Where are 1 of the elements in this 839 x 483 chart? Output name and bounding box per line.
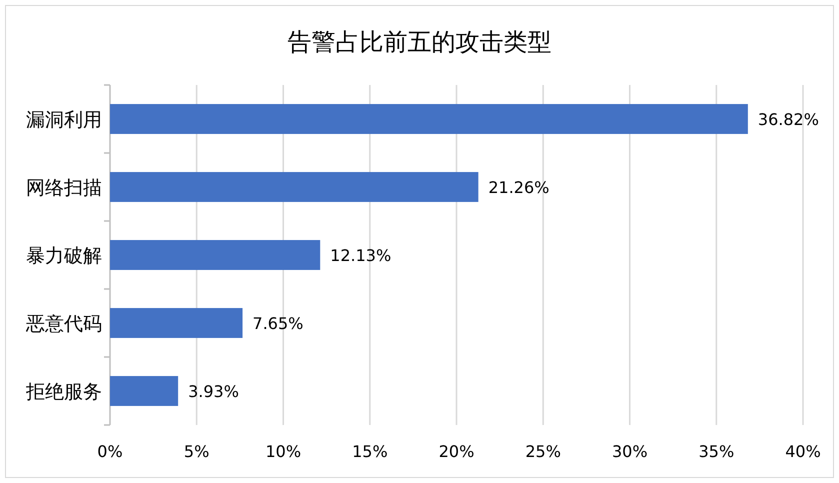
title: 告警占比前五的攻击类型 xyxy=(288,28,552,56)
